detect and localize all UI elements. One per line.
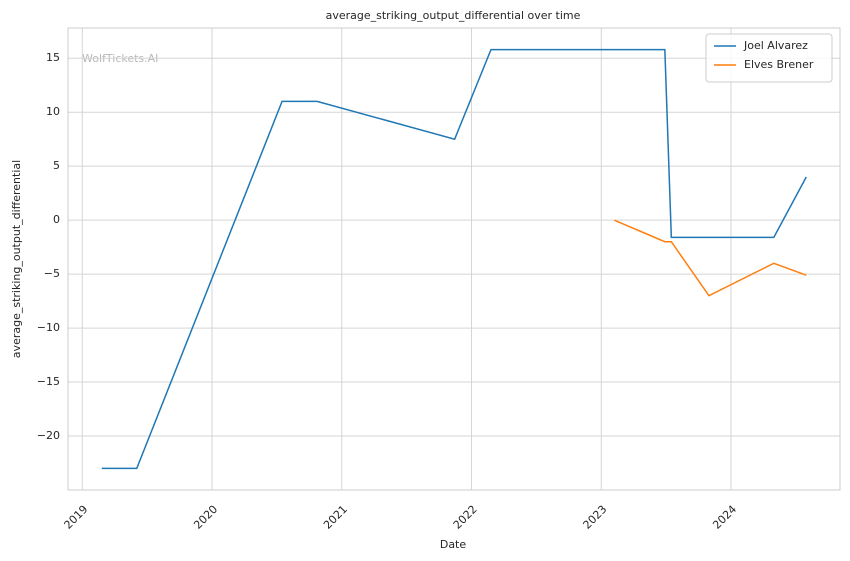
series-line (613, 219, 807, 297)
legend: Joel Alvarez Elves Brener (705, 33, 833, 83)
x-axis-label: Date (440, 538, 467, 551)
legend-label: Joel Alvarez (743, 39, 808, 52)
y-tick-label: −20 (37, 429, 60, 442)
chart-title: average_striking_output_differential ove… (326, 9, 581, 22)
plot-frame (67, 27, 841, 491)
x-tick-label: 2021 (321, 503, 350, 532)
y-tick-label: 0 (53, 213, 60, 226)
y-tick-label: −5 (44, 267, 60, 280)
y-axis-label: average_striking_output_differential (10, 160, 23, 358)
x-tick-label: 2023 (581, 503, 610, 532)
y-tick-label: 10 (46, 105, 60, 118)
x-tick-label: 2024 (710, 503, 739, 532)
y-tick-label: −10 (37, 321, 60, 334)
y-tick-label: 5 (53, 159, 60, 172)
series-line (101, 48, 807, 470)
legend-box (705, 33, 833, 83)
x-tick-label: 2020 (191, 503, 220, 532)
y-tick-label: 15 (46, 51, 60, 64)
y-tick-label: −15 (37, 375, 60, 388)
legend-label: Elves Brener (744, 58, 814, 71)
x-tick-label: 2019 (62, 503, 91, 532)
x-tick-label: 2022 (451, 503, 480, 532)
